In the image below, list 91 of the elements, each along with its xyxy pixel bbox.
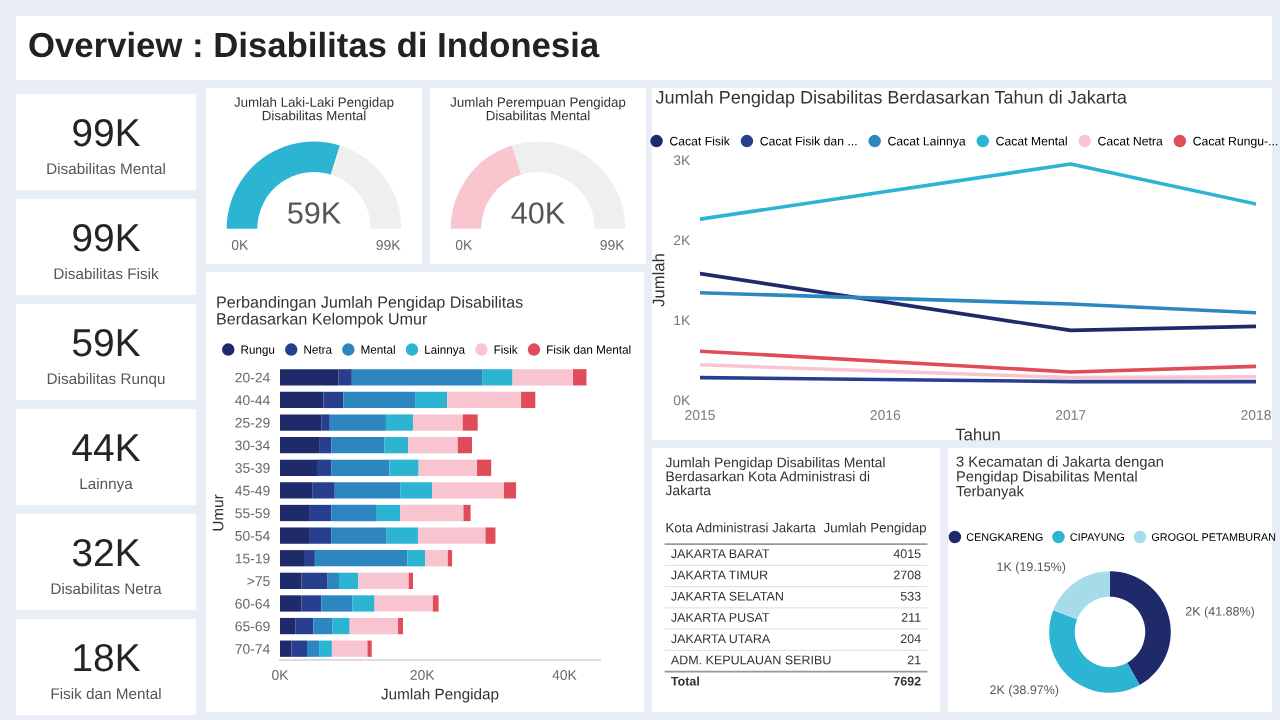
text: 18K	[74, 643, 141, 672]
text: 99K	[73, 223, 141, 252]
bar	[329, 414, 386, 431]
bar	[358, 572, 409, 589]
bar	[280, 550, 305, 567]
bar	[447, 391, 522, 409]
bar	[504, 482, 517, 499]
bar	[349, 617, 399, 635]
text: 44K	[72, 434, 141, 462]
chart-title: Perbandingan Jumlah Pengidap Disabilitas Berdasarkan Kelompok Umur	[217, 295, 523, 328]
bar	[417, 527, 486, 544]
bar	[280, 369, 339, 386]
bar	[295, 617, 314, 635]
bar	[432, 482, 504, 499]
text: Overview : Disabilitas di Indonesia	[29, 31, 600, 58]
bar	[447, 550, 453, 567]
bar	[384, 437, 408, 454]
bar	[314, 550, 408, 567]
bar	[512, 369, 573, 386]
bar	[462, 414, 478, 431]
bar	[327, 572, 340, 589]
bar	[280, 617, 296, 635]
bar	[521, 391, 536, 409]
bar	[351, 369, 483, 386]
bar	[482, 369, 513, 386]
bar	[389, 459, 419, 476]
bar	[339, 572, 359, 589]
bar	[313, 617, 333, 635]
bar	[323, 391, 344, 409]
bar	[280, 437, 320, 454]
bar	[280, 527, 310, 544]
donut-slice	[1053, 571, 1110, 620]
bar	[280, 414, 322, 431]
x-axis-title: Tahun	[955, 428, 1000, 441]
text: 32K	[72, 538, 141, 567]
bar	[485, 527, 496, 544]
bar	[319, 437, 332, 454]
text: 40K	[511, 202, 565, 224]
bar	[280, 482, 313, 499]
bar	[309, 527, 332, 544]
bar	[572, 369, 587, 386]
bar	[334, 482, 401, 499]
text: 99K	[73, 118, 141, 147]
bar	[331, 459, 390, 476]
chart-title: Jumlah Pengidap Disabilitas Berdasarkan Tahun di Jakarta	[655, 90, 1127, 108]
bar	[331, 527, 387, 544]
bar	[316, 459, 332, 476]
bar	[412, 414, 463, 431]
bar	[398, 617, 404, 635]
bar	[400, 482, 433, 499]
bar	[301, 572, 328, 589]
bar	[400, 504, 464, 522]
bar	[280, 595, 302, 612]
bar	[280, 504, 310, 522]
text: 59K	[288, 202, 341, 224]
bar	[352, 595, 375, 612]
bar	[331, 504, 376, 522]
bar	[374, 595, 433, 612]
bar	[319, 640, 332, 657]
bar	[415, 391, 448, 409]
bar	[457, 437, 472, 454]
bar	[463, 504, 471, 522]
bar	[376, 504, 401, 522]
bar	[476, 459, 492, 476]
bar	[321, 414, 330, 431]
bar	[280, 391, 324, 409]
text: 59K	[72, 328, 141, 357]
bar	[425, 550, 448, 567]
bar	[307, 640, 320, 657]
bar	[331, 437, 385, 454]
bar	[304, 550, 315, 567]
bar	[407, 550, 426, 567]
bar	[280, 459, 317, 476]
bar	[338, 369, 352, 386]
donut-slice	[1110, 571, 1171, 686]
bar	[418, 459, 477, 476]
bar	[280, 640, 292, 657]
bar	[332, 617, 350, 635]
bar	[309, 504, 332, 522]
bar	[432, 595, 439, 612]
bar	[386, 527, 418, 544]
bar	[343, 391, 416, 409]
y-axis-title: Jumlah	[652, 254, 665, 307]
bar	[280, 572, 302, 589]
bar	[291, 640, 308, 657]
bar	[385, 414, 413, 431]
bar	[312, 482, 335, 499]
bar	[301, 595, 322, 612]
bar	[321, 595, 353, 612]
bar	[331, 640, 368, 657]
bar	[408, 437, 458, 454]
